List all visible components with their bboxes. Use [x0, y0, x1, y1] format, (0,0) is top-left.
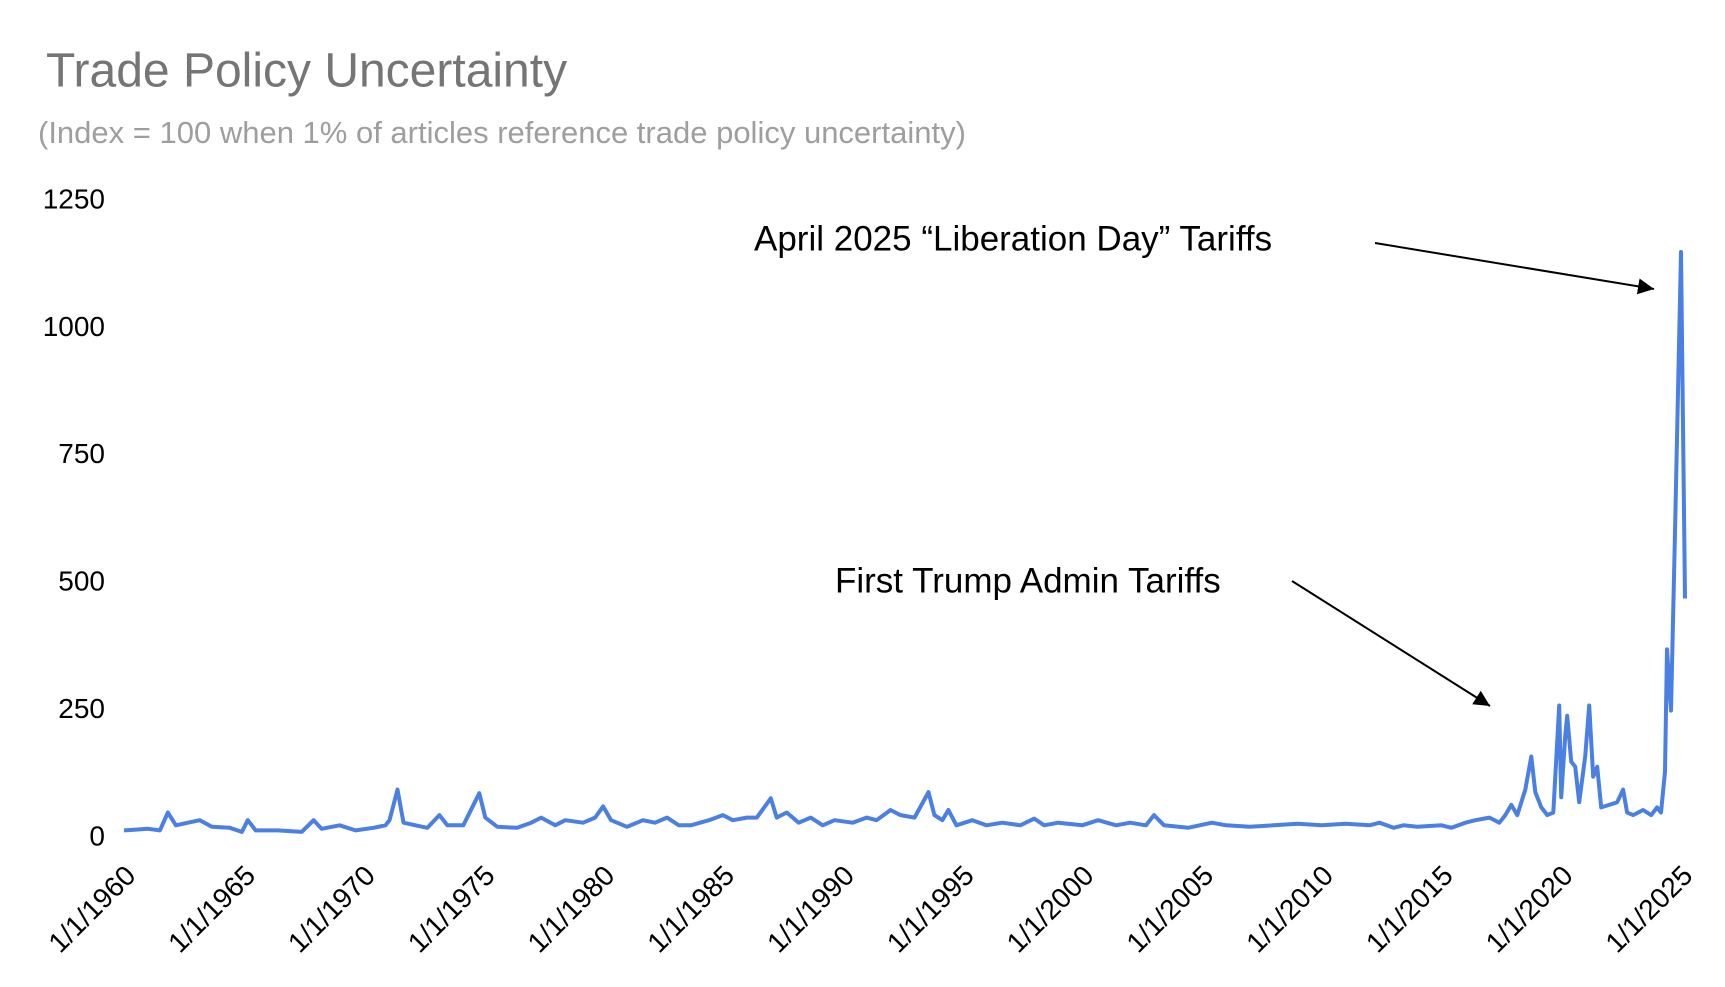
x-tick-label: 1/1/2020 [1480, 860, 1579, 959]
annotation-arrow [1374, 242, 1655, 295]
x-tick-label: 1/1/1985 [641, 860, 740, 959]
annotation-arrow [1291, 580, 1491, 707]
x-tick-label: 1/1/2025 [1599, 860, 1698, 959]
x-tick-label: 1/1/1965 [162, 860, 261, 959]
y-tick-label: 1000 [43, 311, 105, 342]
x-tick-label: 1/1/2000 [1001, 860, 1100, 959]
x-tick-label: 1/1/1980 [522, 860, 621, 959]
data-line [123, 250, 1687, 834]
annotation: First Trump Admin Tariffs [835, 561, 1221, 600]
x-tick-label: 1/1/2015 [1360, 860, 1459, 959]
y-tick-label: 1250 [43, 183, 105, 214]
y-tick-label: 750 [58, 438, 105, 469]
y-tick-label: 250 [58, 693, 105, 724]
x-tick-label: 1/1/1970 [282, 860, 381, 959]
x-tick-label: 1/1/1975 [402, 860, 501, 959]
x-tick-label: 1/1/1995 [881, 860, 980, 959]
chart-title: Trade Policy Uncertainty [46, 45, 567, 98]
x-tick-label: 1/1/1960 [42, 860, 141, 959]
y-tick-label: 0 [89, 820, 105, 851]
annotation: April 2025 “Liberation Day” Tariffs [754, 219, 1272, 258]
x-tick-label: 1/1/2005 [1120, 860, 1219, 959]
chart-subtitle: (Index = 100 when 1% of articles referen… [38, 115, 966, 150]
x-tick-label: 1/1/2010 [1240, 860, 1339, 959]
x-tick-label: 1/1/1990 [761, 860, 860, 959]
y-tick-label: 500 [58, 566, 105, 597]
